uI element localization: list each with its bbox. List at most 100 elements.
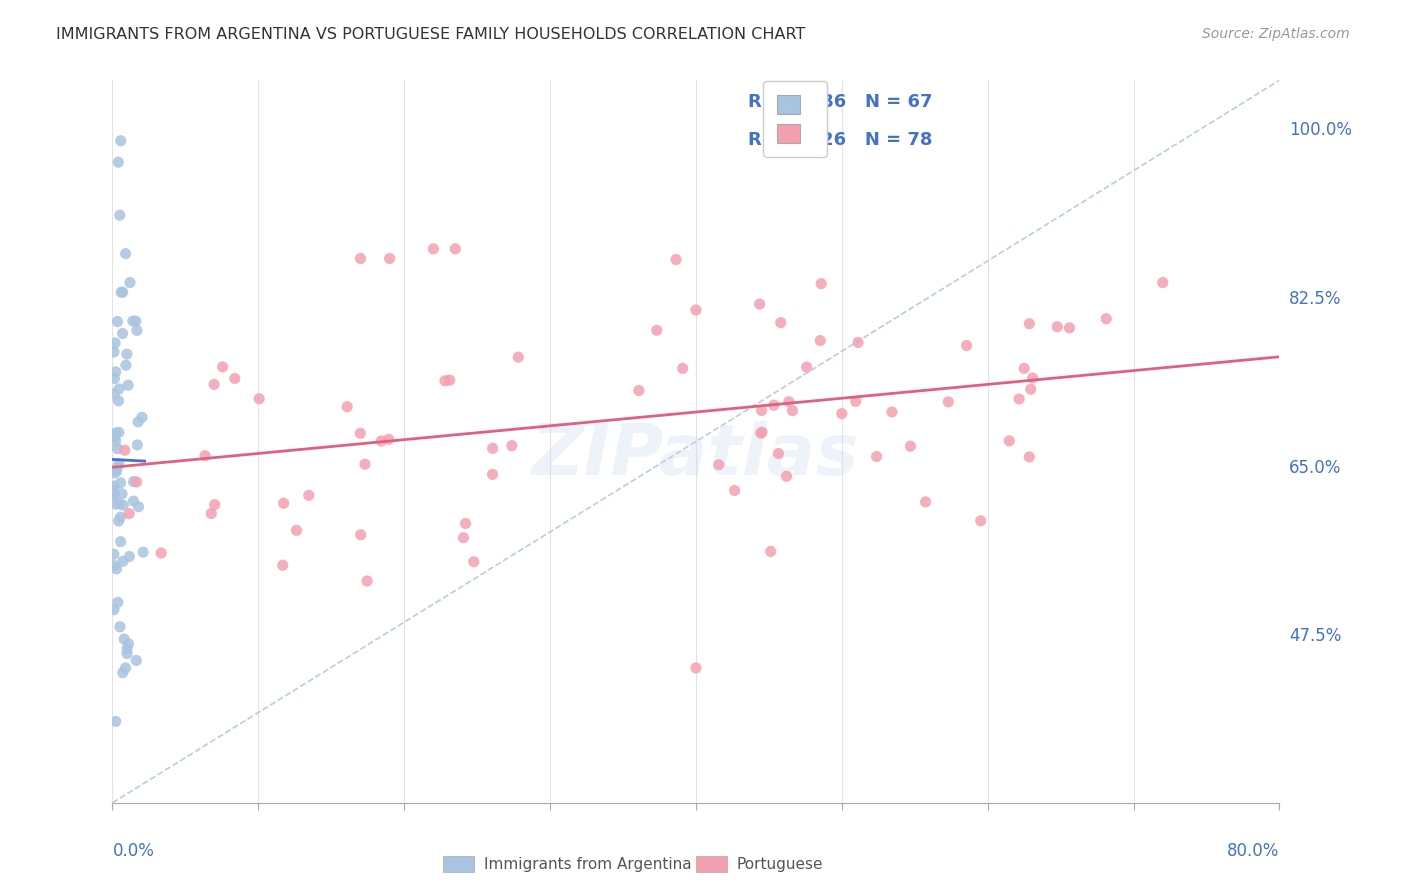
Point	[808, 334, 831, 348]
Point	[107, 155, 129, 169]
Point	[111, 285, 134, 300]
Point	[778, 394, 800, 409]
Point	[970, 514, 993, 528]
Point	[115, 641, 138, 656]
Legend: , : ,	[763, 81, 827, 157]
Point	[110, 510, 132, 524]
Point	[104, 425, 127, 440]
Point	[110, 285, 132, 300]
Point	[645, 323, 668, 337]
Point	[108, 208, 131, 222]
Point	[508, 350, 530, 364]
Point	[796, 360, 818, 375]
Point	[723, 483, 745, 498]
Point	[749, 426, 772, 441]
Point	[110, 534, 132, 549]
Point	[111, 554, 134, 568]
Point	[1012, 361, 1035, 376]
Point	[759, 544, 782, 558]
Point	[748, 297, 770, 311]
Point	[103, 371, 125, 385]
Point	[112, 632, 135, 646]
Point	[122, 494, 145, 508]
Point	[107, 457, 129, 471]
Point	[103, 479, 125, 493]
Point	[845, 394, 868, 409]
Point	[131, 410, 153, 425]
Point	[1046, 319, 1069, 334]
Point	[1021, 371, 1043, 385]
Text: ZIPatlas: ZIPatlas	[533, 422, 859, 491]
Point	[707, 458, 730, 472]
Point	[685, 661, 707, 675]
Point	[118, 507, 141, 521]
Point	[125, 653, 148, 667]
Text: R = 0.186   N = 67: R = 0.186 N = 67	[748, 94, 934, 112]
Point	[112, 498, 135, 512]
Text: 80.0%: 80.0%	[1227, 842, 1279, 860]
Point	[194, 449, 217, 463]
Point	[349, 252, 371, 266]
Point	[103, 466, 125, 480]
Point	[672, 361, 695, 376]
Point	[298, 488, 321, 502]
Point	[103, 428, 125, 442]
Point	[114, 246, 136, 260]
Point	[127, 438, 149, 452]
Point	[111, 487, 134, 501]
Point	[103, 430, 125, 444]
Point	[1008, 392, 1031, 406]
Point	[481, 467, 503, 482]
Point	[104, 434, 127, 448]
Point	[127, 415, 149, 429]
Point	[104, 497, 127, 511]
Text: Immigrants from Argentina: Immigrants from Argentina	[484, 857, 692, 871]
Point	[108, 497, 131, 511]
Point	[125, 323, 148, 337]
Point	[117, 378, 139, 392]
Point	[762, 398, 785, 412]
Point	[336, 400, 359, 414]
Point	[768, 446, 790, 460]
Text: Source: ZipAtlas.com: Source: ZipAtlas.com	[1202, 27, 1350, 41]
Point	[1019, 382, 1042, 396]
Point	[107, 595, 129, 609]
Point	[128, 500, 150, 514]
Point	[111, 326, 134, 341]
Point	[831, 407, 853, 421]
Point	[204, 498, 226, 512]
Point	[108, 382, 131, 396]
Point	[110, 475, 132, 490]
Point	[200, 507, 222, 521]
Point	[115, 647, 138, 661]
Point	[103, 486, 125, 500]
Point	[350, 528, 373, 542]
Point	[111, 665, 134, 680]
Point	[454, 516, 477, 531]
Point	[444, 242, 467, 256]
Point	[122, 314, 145, 328]
Point	[271, 558, 294, 573]
Text: Portuguese: Portuguese	[737, 857, 824, 871]
Point	[1152, 276, 1174, 290]
Point	[751, 403, 773, 417]
Point	[114, 443, 136, 458]
Point	[1018, 317, 1040, 331]
Point	[107, 442, 129, 456]
Point	[998, 434, 1021, 448]
Point	[122, 475, 145, 489]
Point	[453, 531, 475, 545]
Point	[439, 373, 461, 387]
Point	[107, 393, 129, 408]
Point	[105, 562, 128, 576]
Point	[104, 335, 127, 350]
Point	[627, 384, 650, 398]
Point	[108, 425, 131, 440]
Point	[224, 371, 246, 385]
Point	[775, 469, 797, 483]
Point	[118, 549, 141, 564]
Point	[103, 547, 125, 561]
Point	[285, 524, 308, 538]
Point	[370, 434, 392, 448]
Point	[751, 425, 773, 439]
